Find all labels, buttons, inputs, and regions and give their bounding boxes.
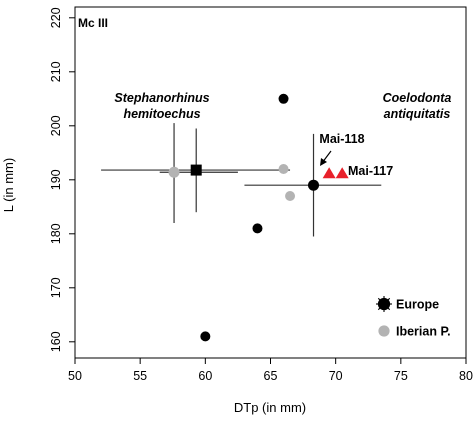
x-tick-label: 70 <box>329 369 343 383</box>
y-tick-label: 180 <box>49 223 63 244</box>
specimen-arrow-head <box>320 158 327 166</box>
group-label-right-line1: Coelodonta <box>383 91 452 105</box>
y-tick-label: 160 <box>49 331 63 352</box>
specimen-triangle-mai-117 <box>335 167 349 179</box>
x-tick-label: 50 <box>68 369 82 383</box>
data-marks <box>168 93 349 342</box>
x-tick-label: 55 <box>133 369 147 383</box>
y-tick-label: 190 <box>49 169 63 190</box>
panel-label: Mc III <box>78 16 108 30</box>
group-label-right-line2: antiquitatis <box>384 107 451 121</box>
x-axis-label: DTp (in mm) <box>234 400 306 415</box>
specimen-label-mai-118: Mai-118 <box>319 132 364 146</box>
group-mean-circle <box>308 179 320 191</box>
group-label-left-line1: Stephanorhinus <box>114 91 209 105</box>
x-tick-label: 60 <box>198 369 212 383</box>
y-axis-label: L (in mm) <box>1 158 16 212</box>
group-mean-square <box>190 164 202 176</box>
data-point-europe <box>200 331 211 342</box>
legend-symbol-europe <box>376 296 392 312</box>
legend-label-iberian: Iberian P. <box>396 325 451 339</box>
specimen-label-mai-117: Mai-117 <box>348 164 393 178</box>
legend-label-europe: Europe <box>396 298 439 312</box>
data-point-europe <box>252 223 263 234</box>
x-tick-label: 65 <box>264 369 278 383</box>
x-tick-label: 80 <box>459 369 473 383</box>
legend: Europe Iberian P. <box>376 296 451 339</box>
y-tick-label: 170 <box>49 277 63 298</box>
y-tick-label: 200 <box>49 115 63 136</box>
legend-symbol-iberian <box>378 325 390 337</box>
axes: 50 55 60 65 70 75 80 160 170 180 190 200 210 220 <box>49 6 473 383</box>
group-mean-circle <box>168 166 180 178</box>
x-tick-label: 75 <box>394 369 408 383</box>
data-point-europe <box>278 93 289 104</box>
y-tick-label: 210 <box>49 61 63 82</box>
y-tick-label: 220 <box>49 7 63 28</box>
data-point-iberian <box>278 164 289 174</box>
group-label-left-line2: hemitoechus <box>123 107 200 121</box>
data-point-iberian <box>285 191 296 201</box>
specimen-triangle-mai-118 <box>322 167 336 179</box>
